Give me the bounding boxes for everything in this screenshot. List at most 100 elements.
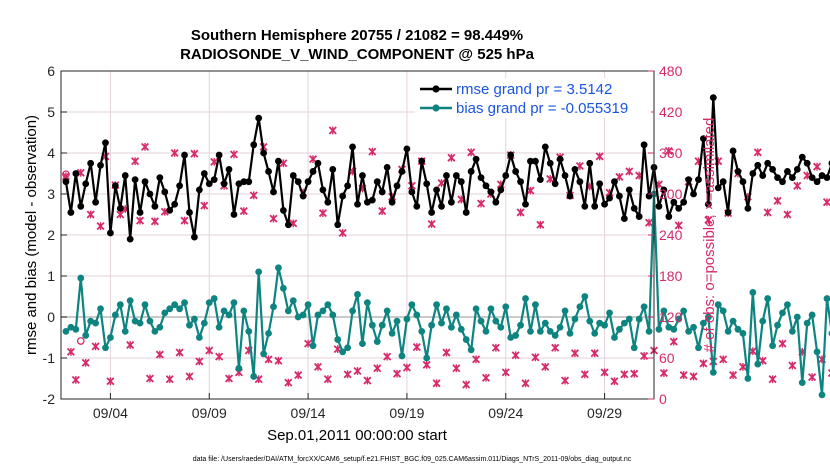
bias-point [729, 317, 737, 325]
rmse-point [151, 202, 159, 210]
obs-possible-marker [76, 337, 85, 345]
rmse-point [670, 198, 678, 206]
obs-assimilated-marker [659, 368, 668, 378]
bias-point [354, 291, 361, 298]
bias-point [700, 319, 707, 327]
obs-assimilated-marker [140, 142, 150, 151]
rmse-point [260, 149, 268, 157]
bias-point [660, 307, 668, 315]
bias-point [591, 330, 599, 337]
bias-point [171, 301, 179, 309]
bias-point [250, 373, 258, 380]
rmse-point [102, 139, 109, 147]
x-tick-label: 09/19 [389, 405, 424, 421]
obs-assimilated-marker [541, 362, 550, 371]
rmse-point [403, 145, 411, 153]
bias-point [200, 319, 208, 327]
rmse-point [591, 202, 599, 210]
bias-point [744, 375, 752, 382]
bias-point [793, 313, 801, 321]
rmse-point [294, 178, 302, 186]
obs-assimilated-marker [269, 214, 278, 223]
rmse-point [788, 174, 796, 182]
rmse-point [620, 215, 628, 223]
bias-point [126, 297, 134, 304]
rmse-point [166, 207, 174, 214]
obs-assimilated-marker [580, 370, 589, 379]
obs-assimilated-marker [422, 360, 431, 369]
bias-point [408, 301, 416, 309]
rmse-point [314, 159, 322, 167]
obs-assimilated-marker [689, 372, 698, 381]
obs-assimilated-marker [788, 361, 797, 370]
obs-assimilated-marker [274, 356, 283, 365]
obs-assimilated-marker [783, 210, 792, 219]
bias-point [749, 289, 757, 296]
bias-point [670, 325, 678, 333]
rmse-point [497, 186, 505, 194]
obs-assimilated-marker [729, 371, 738, 380]
rmse-point [808, 174, 816, 182]
bias-point [111, 311, 119, 319]
bias-point [378, 321, 386, 329]
rmse-point [230, 211, 238, 218]
bias-point [388, 330, 396, 337]
rmse-point [774, 174, 781, 182]
rmse-point [665, 213, 673, 220]
bias-point [359, 340, 366, 348]
right-y-tick-label: 480 [659, 63, 683, 79]
rmse-point [487, 188, 495, 196]
obs-assimilated-marker [447, 153, 456, 162]
bias-point [210, 295, 218, 302]
rmse-point [428, 209, 436, 216]
obs-assimilated-marker [481, 373, 491, 382]
rmse-point [205, 180, 213, 188]
obs-assimilated-marker [131, 157, 140, 166]
obs-assimilated-marker [338, 228, 347, 237]
y-tick-label: 6 [47, 63, 55, 79]
rmse-point [398, 168, 406, 175]
bias-point [77, 274, 85, 282]
obs-assimilated-marker [501, 368, 510, 377]
bias-point [279, 284, 287, 292]
rmse-point [156, 174, 164, 182]
right-y-tick-label: 0 [659, 391, 667, 407]
x-tick-label: 09/29 [587, 405, 622, 421]
obs-assimilated-marker [570, 349, 579, 358]
rmse-point [121, 172, 129, 179]
rmse-point [284, 221, 292, 229]
bias-point [299, 311, 307, 319]
obs-assimilated-marker [590, 349, 599, 358]
obs-assimilated-marker [378, 207, 387, 216]
x-tick-label: 09/24 [488, 405, 523, 421]
rmse-point [739, 178, 747, 186]
obs-assimilated-marker [813, 162, 822, 171]
y-tick-label: 5 [47, 104, 55, 120]
obs-assimilated-marker [664, 146, 673, 155]
bias-point [260, 350, 268, 358]
obs-assimilated-marker [551, 343, 560, 352]
rmse-point [635, 213, 643, 220]
rmse-point [452, 172, 460, 179]
rmse-point [176, 182, 184, 190]
bias-point [368, 321, 376, 329]
obs-assimilated-marker [412, 343, 421, 352]
rmse-point [289, 172, 297, 179]
rmse-point [611, 178, 618, 186]
y-tick-label: 2 [47, 227, 55, 243]
rmse-point [536, 176, 544, 184]
legend-rmse-label: rmse grand pr = 3.5142 [456, 81, 612, 98]
bias-point [536, 327, 544, 335]
bias-point [181, 299, 188, 307]
obs-assimilated-marker [620, 370, 629, 379]
rmse-point [393, 182, 401, 190]
bias-point [601, 321, 608, 329]
obs-assimilated-marker [640, 351, 649, 360]
rmse-point [210, 176, 218, 184]
bias-point [655, 325, 663, 333]
bias-point [472, 305, 480, 313]
rmse-point [660, 186, 668, 194]
obs-assimilated-marker [383, 352, 392, 361]
obs-assimilated-marker [432, 379, 441, 388]
right-y-tick-label: 420 [659, 104, 683, 120]
